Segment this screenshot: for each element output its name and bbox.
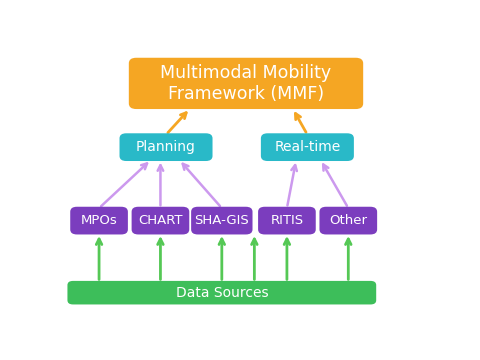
Text: CHART: CHART xyxy=(138,214,183,227)
Text: Multimodal Mobility
Framework (MMF): Multimodal Mobility Framework (MMF) xyxy=(160,64,332,103)
Text: Other: Other xyxy=(329,214,367,227)
Text: Planning: Planning xyxy=(136,140,196,154)
FancyBboxPatch shape xyxy=(261,133,354,161)
Text: SHA-GIS: SHA-GIS xyxy=(194,214,249,227)
Text: Data Sources: Data Sources xyxy=(176,286,268,300)
Text: Real-time: Real-time xyxy=(274,140,340,154)
FancyBboxPatch shape xyxy=(191,207,252,234)
FancyBboxPatch shape xyxy=(258,207,316,234)
Text: MPOs: MPOs xyxy=(81,214,118,227)
FancyBboxPatch shape xyxy=(70,207,128,234)
FancyBboxPatch shape xyxy=(132,207,189,234)
FancyBboxPatch shape xyxy=(67,281,376,305)
FancyBboxPatch shape xyxy=(320,207,377,234)
Text: RITIS: RITIS xyxy=(270,214,303,227)
FancyBboxPatch shape xyxy=(129,58,363,109)
FancyBboxPatch shape xyxy=(120,133,213,161)
